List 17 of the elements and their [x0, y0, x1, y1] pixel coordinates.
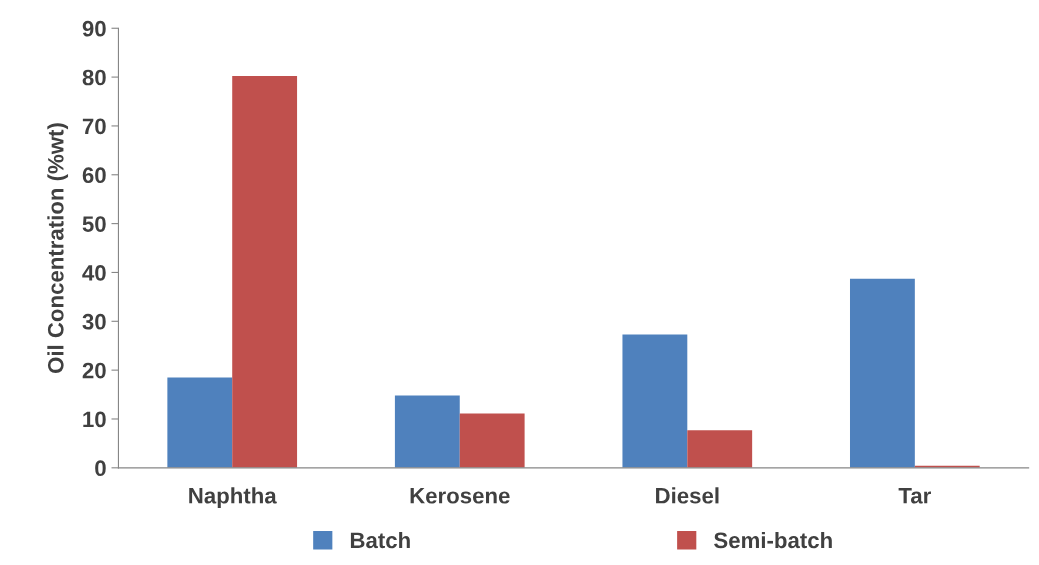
x-tick-label: Diesel	[656, 487, 719, 504]
y-tick-label: 30	[82, 313, 106, 330]
y-tick-label: 90	[82, 20, 106, 37]
x-tick-label: Naphtha	[189, 487, 277, 508]
y-tick-label: 60	[82, 167, 106, 184]
legend-label: Batch	[350, 531, 410, 549]
y-tick-label: 40	[82, 264, 106, 281]
legend-label: Semi-batch	[714, 531, 832, 549]
y-tick-label: 0	[95, 460, 106, 477]
x-tick-label: Kerosene	[410, 488, 510, 504]
y-tick-label: 70	[82, 118, 106, 135]
y-axis-title: Oil Concentration (%wt)	[47, 123, 69, 374]
y-tick-label: 10	[83, 411, 106, 428]
y-tick-label: 80	[82, 69, 106, 86]
y-tick-label: 20	[82, 362, 106, 379]
x-tick-label: Tar	[898, 488, 931, 504]
y-tick-label: 50	[82, 216, 106, 232]
